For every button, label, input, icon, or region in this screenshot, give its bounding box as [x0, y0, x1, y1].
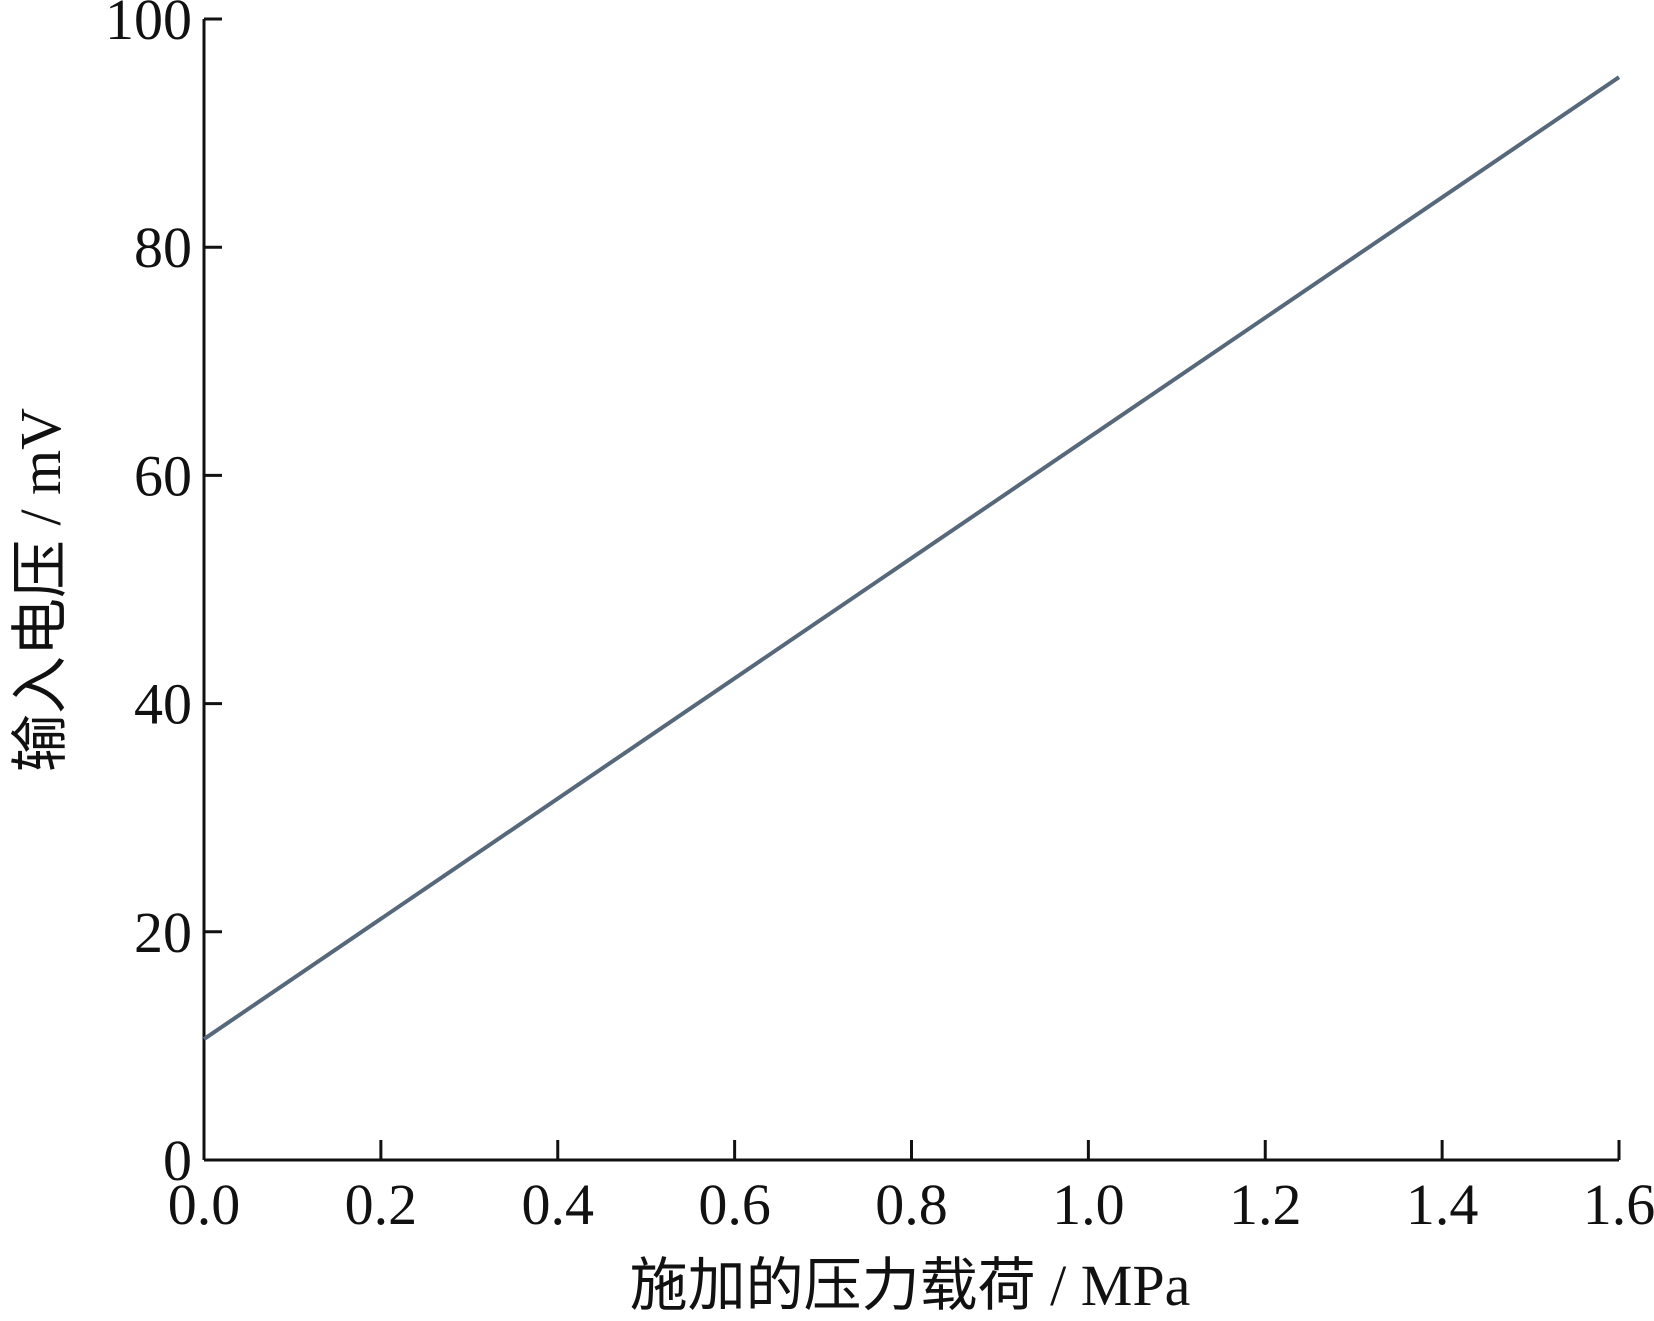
y-tick-label: 40 — [134, 672, 192, 737]
x-tick-label: 1.2 — [1229, 1172, 1302, 1237]
y-tick-label: 100 — [105, 0, 192, 52]
x-tick-label: 0.6 — [698, 1172, 771, 1237]
y-tick-label: 0 — [163, 1128, 192, 1193]
x-tick-label: 1.6 — [1583, 1172, 1654, 1237]
x-tick-label: 0.0 — [168, 1172, 241, 1237]
x-tick-label: 0.4 — [522, 1172, 595, 1237]
x-axis-label: 施加的压力载荷 / MPa — [630, 1253, 1191, 1318]
y-tick-label: 60 — [134, 443, 192, 508]
x-tick-label: 1.4 — [1406, 1172, 1479, 1237]
y-axis-label: 输入电压 / mV — [8, 408, 73, 772]
x-tick-label: 1.0 — [1052, 1172, 1125, 1237]
y-tick-label: 80 — [134, 215, 192, 280]
y-tick-label: 20 — [134, 900, 192, 965]
x-tick-label: 0.8 — [875, 1172, 948, 1237]
data-line — [202, 75, 1621, 1041]
x-tick-label: 0.2 — [345, 1172, 418, 1237]
